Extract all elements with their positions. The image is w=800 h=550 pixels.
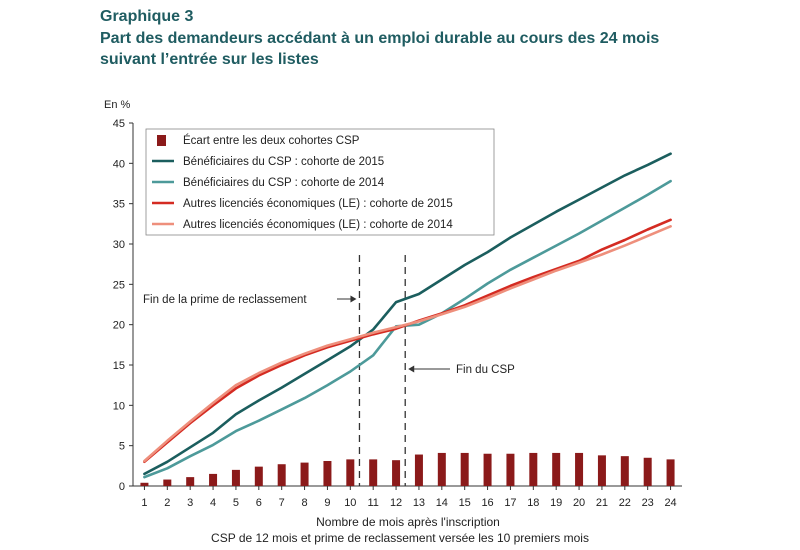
x-tick-label: 3 [187,497,193,509]
gap-bar [140,482,149,486]
legend-swatch-bar [157,135,166,146]
x-tick-label: 7 [279,497,285,509]
gap-bar [346,459,355,486]
x-axis-label-line-2: CSP de 12 mois et prime de reclassement … [211,531,589,545]
x-tick-label: 22 [619,497,631,509]
arrow-head [350,295,357,303]
gap-bar [437,452,446,486]
gap-bar [620,456,629,486]
x-tick-label: 2 [164,497,170,509]
x-axis-label-line-1: Nombre de mois après l'inscription [316,515,500,529]
x-tick-label: 19 [550,497,562,509]
reference-lines: Fin de la prime de reclassement Fin du CS… [143,255,515,486]
series-line-4 [143,225,672,463]
y-tick-label: 40 [113,158,125,170]
y-tick-label: 5 [119,441,125,453]
gap-bar [369,459,378,486]
gap-bar [300,462,309,486]
x-tick-label: 8 [302,497,308,509]
y-tick-label: 35 [113,199,125,211]
gap-bar [597,455,606,486]
legend: Écart entre les deux cohortes CSP Bénéfic… [145,128,495,236]
y-tick-label: 25 [113,279,125,291]
legend-label: Écart entre les deux cohortes CSP [183,134,360,147]
legend-label: Bénéficiaires du CSP : cohorte de 2015 [183,156,384,168]
legend-label: Bénéficiaires du CSP : cohorte de 2014 [183,177,385,189]
x-tick-label: 14 [436,497,448,509]
gap-bars [140,452,675,486]
gap-bar [209,473,218,486]
gap-bar [666,459,675,486]
figure-number: Graphique 3 [100,8,194,25]
gap-bar [643,457,652,486]
gap-bar [254,466,263,486]
gap-bar [529,452,538,486]
x-tick-label: 24 [664,497,676,509]
y-tick-label: 45 [113,118,125,130]
y-tick-label: 0 [119,481,125,493]
x-tick-label: 16 [481,497,493,509]
gap-bar [506,453,515,486]
gap-bar [392,460,401,486]
gap-bar [483,453,492,486]
arrow-head [408,365,415,373]
figure-header: Graphique 3 Part des demandeurs accédant… [100,6,780,70]
x-tick-label: 17 [504,497,516,509]
series-lines [143,152,672,479]
figure-title-line-1: Part des demandeurs accédant à un emploi… [100,30,660,47]
gap-bar [575,452,584,486]
y-tick-label: 30 [113,239,125,251]
gap-bar [163,479,172,486]
legend-label: Autres licenciés économiques (LE) : coho… [183,198,453,210]
y-tick-label: 20 [113,320,125,332]
x-tick-label: 9 [324,497,330,509]
y-axis-unit: En % [104,99,131,111]
figure-title-line-2: suivant l’entrée sur les listes [100,51,319,68]
gap-bar [460,452,469,486]
x-tick-label: 15 [459,497,471,509]
x-tick-label: 1 [141,497,147,509]
annotation-label: Fin de la prime de reclassement [143,294,307,306]
x-tick-label: 23 [642,497,654,509]
x-tick-label: 21 [596,497,608,509]
gap-bar [186,477,195,486]
x-tick-label: 20 [573,497,585,509]
gap-bar [552,452,561,486]
legend-label: Autres licenciés économiques (LE) : coho… [183,219,453,231]
x-tick-label: 13 [413,497,425,509]
y-tick-label: 15 [113,360,125,372]
x-tick-label: 10 [344,497,356,509]
legend-box [145,128,495,236]
series-line-1 [143,152,672,476]
annotation-label: Fin du CSP [456,364,515,376]
gap-bar [414,454,423,486]
y-tick-label: 10 [113,400,125,412]
x-tick-label: 5 [233,497,239,509]
gap-bar [323,460,332,486]
gap-bar [231,469,240,486]
x-tick-label: 6 [256,497,262,509]
x-tick-label: 12 [390,497,402,509]
x-tick-label: 11 [367,497,378,509]
x-tick-label: 4 [210,497,216,509]
x-tick-label: 18 [527,497,539,509]
gap-bar [277,464,286,486]
